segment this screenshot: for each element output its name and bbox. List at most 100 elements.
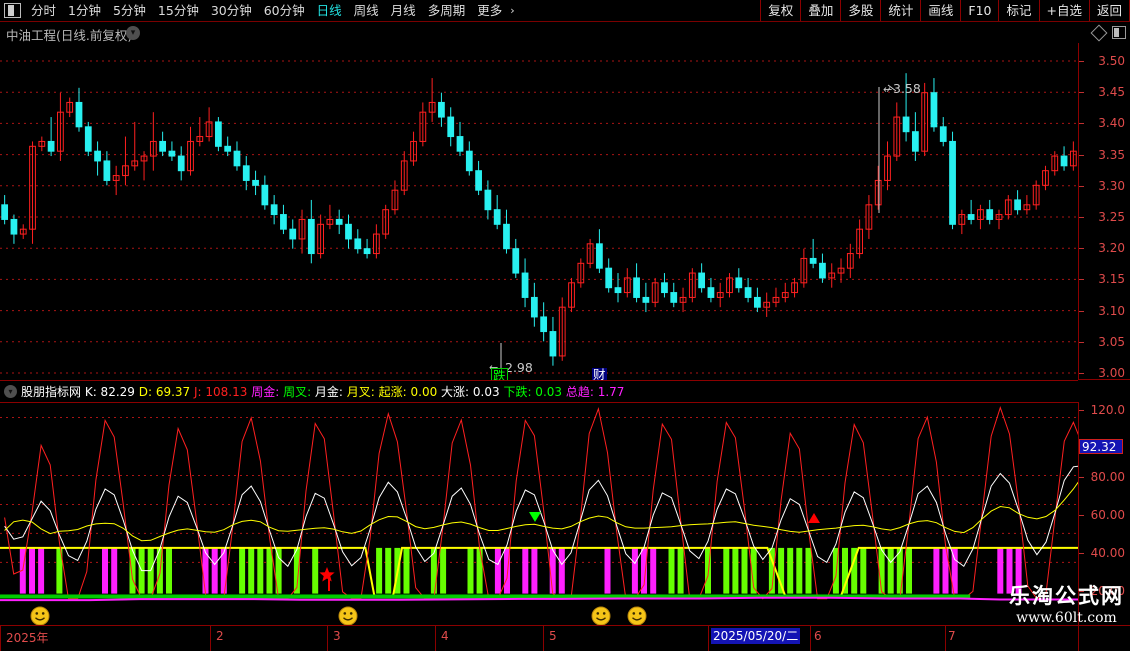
indicator-field-4: 周叉: — [283, 385, 315, 399]
price-axis-tick-4 — [1079, 185, 1084, 187]
indicator-axis-label-0: 120.0 — [1090, 403, 1125, 417]
indicator-axis-tick-3 — [1079, 553, 1084, 554]
price-axis-label-7: 3.15 — [1098, 272, 1125, 287]
indicator-axis-label-1: 80.00 — [1090, 470, 1125, 484]
indicator-field-2: J: 108.13 — [194, 385, 252, 399]
price-axis-label-4: 3.30 — [1098, 178, 1125, 193]
period-tab-8[interactable]: 月线 — [390, 3, 416, 18]
toolbar-button-4[interactable]: 画线 — [920, 0, 960, 21]
price-axis-tick-2 — [1079, 123, 1084, 125]
date-axis-separator-5 — [708, 626, 709, 651]
price-axis-tick-5 — [1079, 217, 1084, 218]
current-date-badge: 2025/05/20/二 — [711, 628, 801, 644]
price-axis-label-8: 3.10 — [1098, 303, 1125, 318]
period-tab-4[interactable]: 30分钟 — [210, 3, 252, 18]
toolbar-button-2[interactable]: 多股 — [840, 0, 880, 21]
price-axis-tick-3 — [1079, 154, 1084, 156]
indicator-chart[interactable] — [0, 402, 1078, 626]
layout-icon[interactable] — [1112, 26, 1126, 39]
price-chart[interactable]: 3.58 ↚ 2.98 ← 跌 财 — [0, 43, 1078, 381]
price-axis-tick-7 — [1079, 279, 1084, 281]
indicator-chevron-icon[interactable]: ▾ — [4, 385, 17, 398]
price-axis-tick-10 — [1079, 373, 1084, 374]
price-axis-tick-6 — [1079, 248, 1084, 250]
price-axis-label-6: 3.20 — [1098, 241, 1125, 256]
toolbar-button-3[interactable]: 统计 — [880, 0, 920, 21]
indicator-field-6: 月叉: — [346, 385, 379, 399]
date-axis-label-2: 3 — [333, 629, 341, 643]
smiley-marker-3 — [627, 606, 647, 626]
indicator-values: 股朋指标网 K: 82.29 D: 69.37 J: 108.13 周金: 周叉… — [21, 381, 624, 402]
indicator-y-axis: 120.0 80.00 60.00 40.00 20.00 92.32 — [1078, 402, 1130, 625]
period-tab-5[interactable]: 60分钟 — [263, 3, 305, 18]
date-axis-label-1: 2 — [216, 629, 224, 643]
price-axis-label-5: 3.25 — [1098, 210, 1125, 224]
indicator-field-10: 总趋: 1.77 — [565, 385, 625, 399]
date-axis-separator-2 — [327, 626, 328, 651]
price-axis-label-10: 3.00 — [1098, 366, 1125, 380]
indicator-axis-tick-2 — [1079, 515, 1084, 516]
smiley-marker-1 — [338, 606, 358, 626]
date-axis-separator-4 — [543, 626, 544, 651]
period-tab-9[interactable]: 多周期 — [427, 3, 466, 18]
period-tab-1[interactable]: 1分钟 — [68, 3, 101, 18]
indicator-axis-tick-4 — [1079, 591, 1084, 592]
date-axis-separator-8 — [1078, 626, 1079, 651]
toolbar-button-7[interactable]: +自选 — [1038, 0, 1089, 21]
indicator-name: 股朋指标网 — [21, 385, 85, 399]
price-axis-label-2: 3.40 — [1098, 116, 1125, 131]
kdj-svg — [0, 406, 1078, 626]
date-axis-label-5: 6 — [814, 629, 822, 643]
high-price-annotation: 3.58 — [893, 81, 921, 96]
date-axis-label-3: 4 — [441, 629, 449, 643]
price-y-axis: 3.50 3.45 3.40 3.35 3.30 3.25 3.20 3.15 3.10 3.05… — [1078, 43, 1130, 380]
indicator-field-3: 周金: — [251, 385, 284, 399]
toolbar-actions: 复权 叠加 多股 统计 画线 F10 标记 +自选 返回 — [760, 0, 1130, 21]
toolbar-button-0[interactable]: 复权 — [760, 0, 800, 21]
fall-marker[interactable]: 跌 — [491, 368, 508, 381]
panel-toggle-icon[interactable] — [4, 3, 21, 18]
price-axis-label-3: 3.35 — [1098, 147, 1125, 162]
toolbar-button-6[interactable]: 标记 — [998, 0, 1038, 21]
wealth-marker[interactable]: 财 — [592, 367, 607, 381]
price-axis-tick-1 — [1079, 92, 1084, 94]
date-axis-separator-0 — [0, 626, 1, 651]
period-tab-6[interactable]: 日线 — [316, 3, 342, 18]
top-toolbar: 分时 1分钟 5分钟 15分钟 30分钟 60分钟 日线 周线 月线 多周期 更多 › 复权 叠加 多股… — [0, 0, 1130, 22]
date-axis-label-0: 2025年 — [6, 631, 49, 645]
indicator-axis-tick-1 — [1079, 477, 1084, 478]
indicator-axis-label-3: 40.00 — [1090, 546, 1125, 560]
indicator-header: ▾ 股朋指标网 K: 82.29 D: 69.37 J: 108.13 周金: … — [0, 381, 1130, 402]
period-tabs: 分时 1分钟 5分钟 15分钟 30分钟 60分钟 日线 周线 月线 多周期 更多 — [25, 0, 508, 21]
more-chevron-icon[interactable]: › — [510, 4, 515, 17]
smiley-marker-0 — [30, 606, 50, 626]
price-axis-tick-8 — [1079, 310, 1084, 312]
date-x-axis: 2025/05/20/二 2025年 2 3 4 5 6 7 — [0, 625, 1130, 651]
period-tab-0[interactable]: 分时 — [31, 3, 57, 18]
toolbar-button-8[interactable]: 返回 — [1088, 0, 1130, 21]
toolbar-button-5[interactable]: F10 — [960, 0, 998, 21]
high-arrow-icon: ↚ — [883, 83, 893, 96]
price-axis-tick-9 — [1079, 341, 1084, 343]
indicator-axis-label-4: 20.00 — [1090, 584, 1125, 598]
diamond-icon[interactable] — [1090, 24, 1108, 41]
date-axis-label-6: 7 — [948, 629, 956, 643]
price-axis-label-1: 3.45 — [1098, 85, 1125, 100]
indicator-field-5: 月金: — [314, 385, 347, 399]
period-tab-2[interactable]: 5分钟 — [112, 3, 146, 18]
low-price-annotation: 2.98 — [505, 360, 533, 375]
chevron-down-icon[interactable]: ▾ — [126, 26, 140, 40]
price-axis-tick-0 — [1079, 61, 1084, 62]
indicator-field-1: D: 69.37 — [138, 385, 194, 399]
title-icons — [1090, 24, 1126, 41]
smiley-marker-2 — [591, 606, 611, 626]
date-axis-separator-6 — [810, 626, 811, 651]
period-tab-3[interactable]: 15分钟 — [157, 3, 199, 18]
date-axis-separator-7 — [945, 626, 946, 651]
toolbar-button-1[interactable]: 叠加 — [800, 0, 840, 21]
period-tab-10[interactable]: 更多 — [477, 3, 503, 18]
indicator-field-0: K: 82.29 — [84, 385, 139, 399]
chart-title-bar: 中油工程(日线.前复权) ▾ — [0, 22, 1130, 43]
period-tab-7[interactable]: 周线 — [353, 3, 379, 18]
